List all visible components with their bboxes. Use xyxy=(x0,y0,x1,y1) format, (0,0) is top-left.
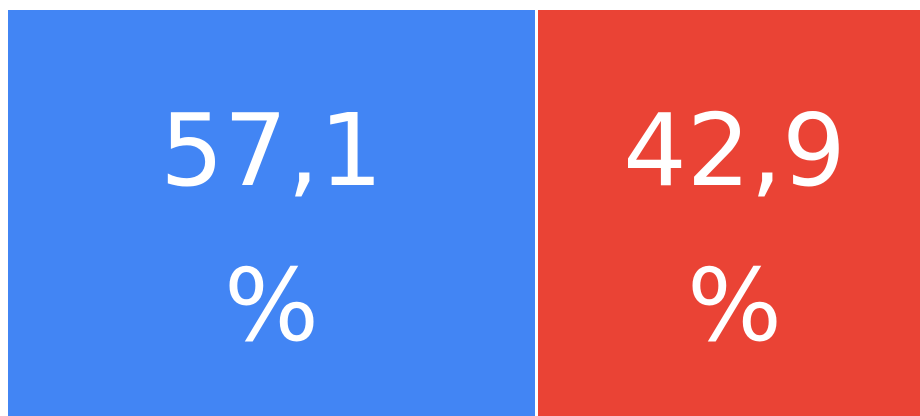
value-label: 57,1 % xyxy=(160,92,383,364)
bar-segment: 57,1 % xyxy=(8,10,535,416)
value-label: 42,9 % xyxy=(623,92,846,364)
bar-segment: 42,9 % xyxy=(538,10,920,416)
